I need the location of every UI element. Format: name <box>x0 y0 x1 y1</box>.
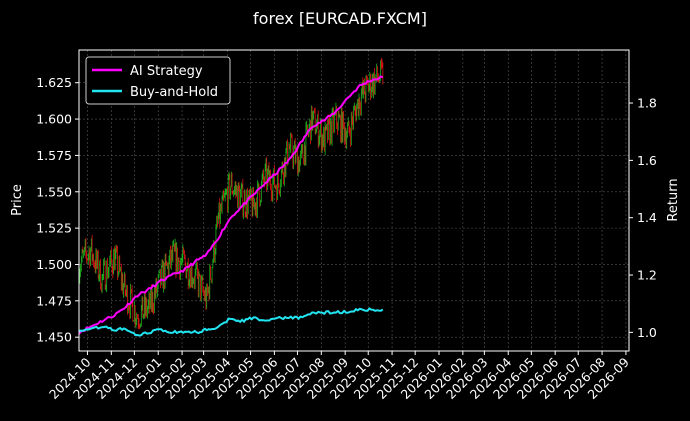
y-tick-label: 1.500 <box>36 257 72 272</box>
y-tick-label: 1.550 <box>36 184 72 199</box>
price-candlesticks <box>78 57 384 330</box>
y-tick-label: 1.625 <box>36 75 72 90</box>
series-line-buy-and-hold <box>78 307 384 337</box>
y2-tick-label: 1.6 <box>637 153 657 168</box>
return-lines <box>78 75 384 337</box>
y-tick-label: 1.450 <box>36 330 72 345</box>
y2-tick-label: 1.2 <box>637 268 657 283</box>
y2-axis-title: Return <box>666 178 681 221</box>
y-tick-label: 1.575 <box>36 148 72 163</box>
left-y-axis: 1.450 1.475 1.500 1.525 1.550 1.575 1.600 1.625 <box>36 75 79 345</box>
plot-frame <box>78 49 630 352</box>
y-tick-label: 1.600 <box>36 112 72 127</box>
y-tick-label: 1.525 <box>36 221 72 236</box>
y-tick-label: 1.475 <box>36 293 72 308</box>
series-line-ai-strategy <box>78 75 384 335</box>
y2-tick-label: 1.4 <box>637 210 657 225</box>
right-y-axis: 1.0 1.2 1.4 1.6 1.8 <box>629 96 657 340</box>
y2-tick-label: 1.8 <box>637 96 657 111</box>
legend: AI Strategy Buy-and-Hold <box>85 56 231 105</box>
chart-title: forex [EURCAD.FXCM] <box>253 9 427 28</box>
y-axis-title: Price <box>10 184 25 216</box>
legend-label-buy-and-hold: Buy-and-Hold <box>130 85 218 100</box>
y2-tick-label: 1.0 <box>637 325 657 340</box>
legend-label-ai-strategy: AI Strategy <box>130 64 203 79</box>
